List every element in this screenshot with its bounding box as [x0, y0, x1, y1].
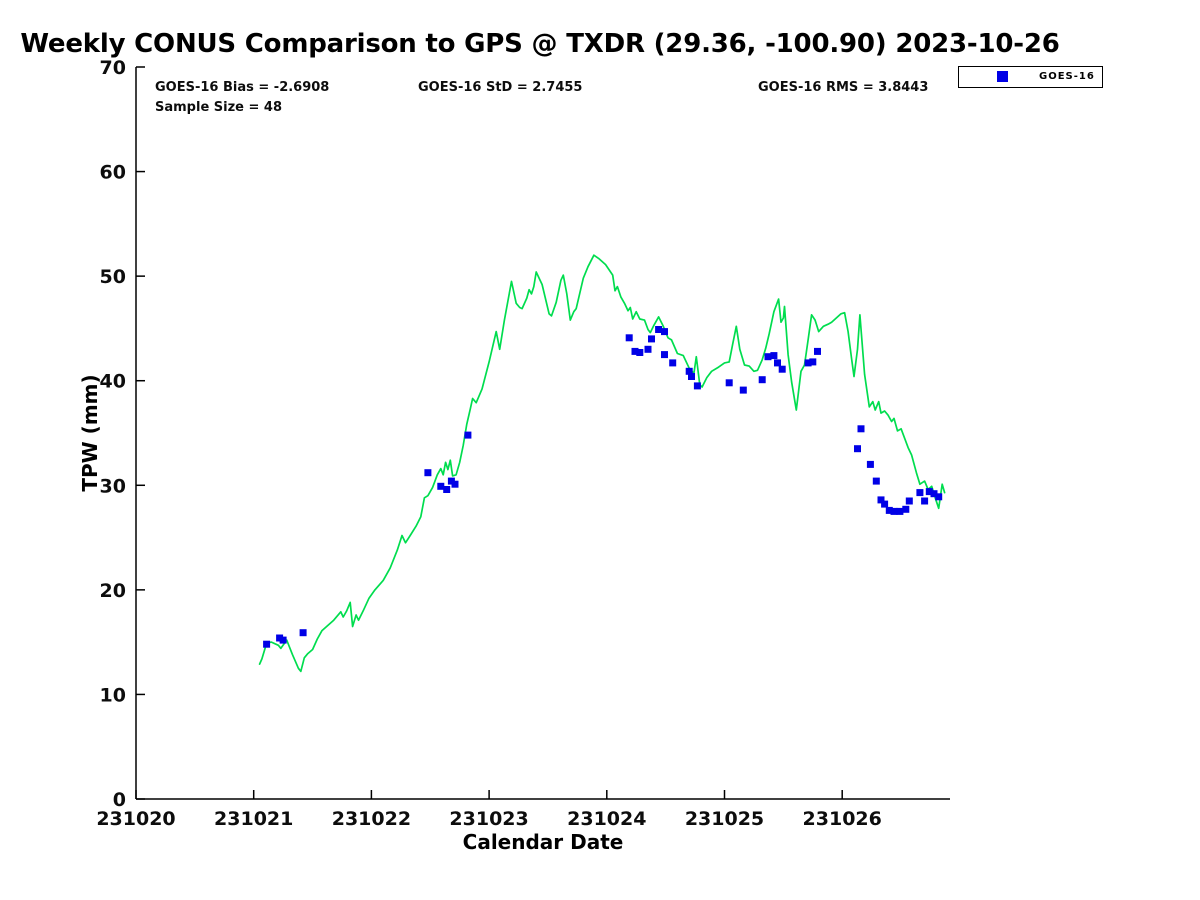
- goes16-marker: [809, 358, 817, 366]
- stat-sample-size: Sample Size = 48: [155, 100, 283, 115]
- x-tick-label: 231024: [567, 808, 646, 830]
- stat-std: GOES-16 StD = 2.7455: [418, 80, 583, 95]
- goes16-marker: [916, 489, 924, 497]
- goes16-marker: [774, 359, 781, 367]
- goes16-marker: [866, 460, 874, 468]
- goes16-marker: [854, 445, 861, 453]
- goes16-marker: [902, 505, 910, 513]
- goes16-marker: [424, 469, 432, 477]
- y-tick-label: 30: [100, 475, 126, 497]
- y-tick-label: 50: [100, 266, 126, 288]
- goes16-marker: [935, 493, 943, 501]
- goes16-marker: [758, 376, 766, 384]
- x-tick-label: 231020: [96, 808, 175, 830]
- y-tick-label: 60: [100, 162, 126, 184]
- goes16-marker: [648, 335, 655, 343]
- y-tick-label: 70: [100, 57, 126, 79]
- x-tick-label: 231023: [449, 808, 528, 830]
- y-tick-label: 10: [100, 684, 126, 706]
- stat-bias: GOES-16 Bias = -2.6908: [155, 80, 330, 95]
- legend: GOES-16: [958, 66, 1103, 88]
- goes16-marker: [739, 386, 747, 394]
- goes16-marker: [685, 367, 693, 375]
- goes16-marker: [905, 497, 913, 505]
- goes16-marker: [661, 351, 668, 359]
- x-tick-label: 231025: [685, 808, 764, 830]
- goes16-marker: [693, 382, 701, 390]
- x-tick-label: 231026: [803, 808, 882, 830]
- goes16-marker-icon: [997, 71, 1008, 82]
- goes16-marker: [814, 347, 821, 355]
- goes16-marker: [885, 506, 893, 514]
- goes16-marker: [881, 500, 889, 508]
- goes16-marker: [447, 477, 455, 485]
- goes16-marker: [921, 497, 929, 505]
- x-tick-label: 231022: [332, 808, 411, 830]
- x-axis-title: Calendar Date: [462, 830, 624, 854]
- y-tick-label: 20: [100, 580, 126, 602]
- y-tick-label: 0: [113, 789, 126, 811]
- goes16-marker: [778, 365, 786, 373]
- goes16-marker: [804, 359, 812, 367]
- goes16-marker: [443, 486, 451, 493]
- stat-rms: GOES-16 RMS = 3.8443: [758, 80, 929, 95]
- goes16-marker: [451, 480, 459, 488]
- goes16-marker: [770, 352, 778, 360]
- goes16-marker: [464, 431, 472, 439]
- goes16-marker: [263, 640, 271, 648]
- goes16-marker: [625, 334, 633, 342]
- goes16-marker: [661, 328, 668, 336]
- goes16-marker: [655, 326, 663, 333]
- goes16-marker: [857, 425, 865, 433]
- goes16-marker: [764, 353, 772, 361]
- goes16-marker: [925, 488, 933, 496]
- goes16-marker: [636, 349, 644, 356]
- goes16-marker: [896, 507, 904, 515]
- y-tick-label: 40: [100, 371, 126, 393]
- goes16-marker: [930, 490, 938, 498]
- goes16-marker: [437, 482, 445, 490]
- goes16-marker: [644, 345, 652, 353]
- goes16-marker: [872, 477, 880, 485]
- gps-line: [258, 254, 946, 673]
- goes16-marker: [299, 629, 307, 637]
- goes16-marker: [669, 359, 677, 367]
- x-tick-label: 231021: [214, 808, 293, 830]
- goes16-marker: [725, 379, 733, 387]
- goes16-marker: [890, 507, 898, 515]
- goes16-marker: [688, 373, 695, 380]
- goes16-marker: [279, 636, 287, 644]
- goes16-marker: [631, 347, 639, 355]
- goes16-marker: [877, 496, 885, 504]
- legend-label: GOES-16: [1039, 71, 1095, 82]
- chart-title: Weekly CONUS Comparison to GPS @ TXDR (2…: [20, 29, 1060, 59]
